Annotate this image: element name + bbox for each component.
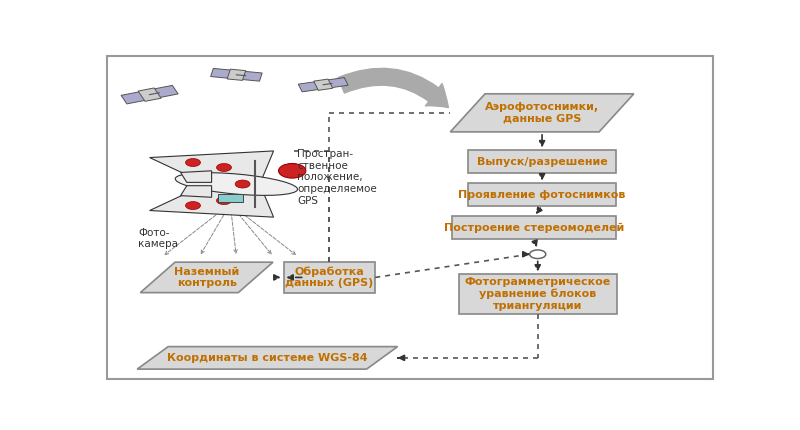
- Circle shape: [235, 180, 250, 188]
- Text: Координаты в системе WGS-84: Координаты в системе WGS-84: [167, 353, 368, 363]
- Polygon shape: [227, 69, 246, 80]
- Polygon shape: [150, 151, 274, 181]
- Circle shape: [186, 202, 201, 209]
- FancyArrowPatch shape: [338, 68, 448, 108]
- FancyBboxPatch shape: [468, 183, 617, 206]
- Circle shape: [530, 250, 546, 258]
- Polygon shape: [238, 71, 262, 81]
- Polygon shape: [181, 186, 211, 197]
- Polygon shape: [314, 79, 333, 90]
- Polygon shape: [140, 262, 273, 293]
- Text: Фотограмметрическое
уравнение блоков
триангуляции: Фотограмметрическое уравнение блоков три…: [465, 277, 611, 311]
- Polygon shape: [218, 194, 242, 202]
- FancyBboxPatch shape: [458, 274, 617, 313]
- Polygon shape: [150, 86, 178, 98]
- Text: Выпуск/разрешение: Выпуск/разрешение: [477, 157, 607, 166]
- Polygon shape: [121, 91, 150, 104]
- Circle shape: [217, 197, 231, 205]
- Circle shape: [217, 163, 231, 172]
- Text: Обработка
данных (GPS): Обработка данных (GPS): [286, 266, 374, 289]
- Text: Наземный
контроль: Наземный контроль: [174, 267, 239, 288]
- Text: Аэрофотоснимки,
данные GPS: Аэрофотоснимки, данные GPS: [485, 102, 599, 124]
- Polygon shape: [298, 81, 322, 92]
- FancyBboxPatch shape: [468, 150, 617, 173]
- Polygon shape: [324, 77, 348, 88]
- Polygon shape: [138, 88, 161, 101]
- Polygon shape: [138, 347, 398, 369]
- Polygon shape: [450, 94, 634, 132]
- FancyBboxPatch shape: [107, 55, 713, 379]
- Text: Простран-
ственное
положение,
определяемое
GPS: Простран- ственное положение, определяем…: [297, 149, 377, 206]
- Circle shape: [186, 159, 201, 166]
- FancyBboxPatch shape: [283, 262, 375, 293]
- Ellipse shape: [175, 173, 298, 195]
- Text: Построение стереомоделей: Построение стереомоделей: [444, 223, 624, 233]
- Text: Фото-
камера: Фото- камера: [138, 228, 178, 249]
- Text: Проявление фотоснимков: Проявление фотоснимков: [458, 190, 626, 200]
- FancyBboxPatch shape: [452, 216, 616, 239]
- Polygon shape: [210, 68, 234, 79]
- Circle shape: [278, 163, 306, 178]
- Polygon shape: [150, 187, 274, 217]
- Polygon shape: [181, 171, 211, 182]
